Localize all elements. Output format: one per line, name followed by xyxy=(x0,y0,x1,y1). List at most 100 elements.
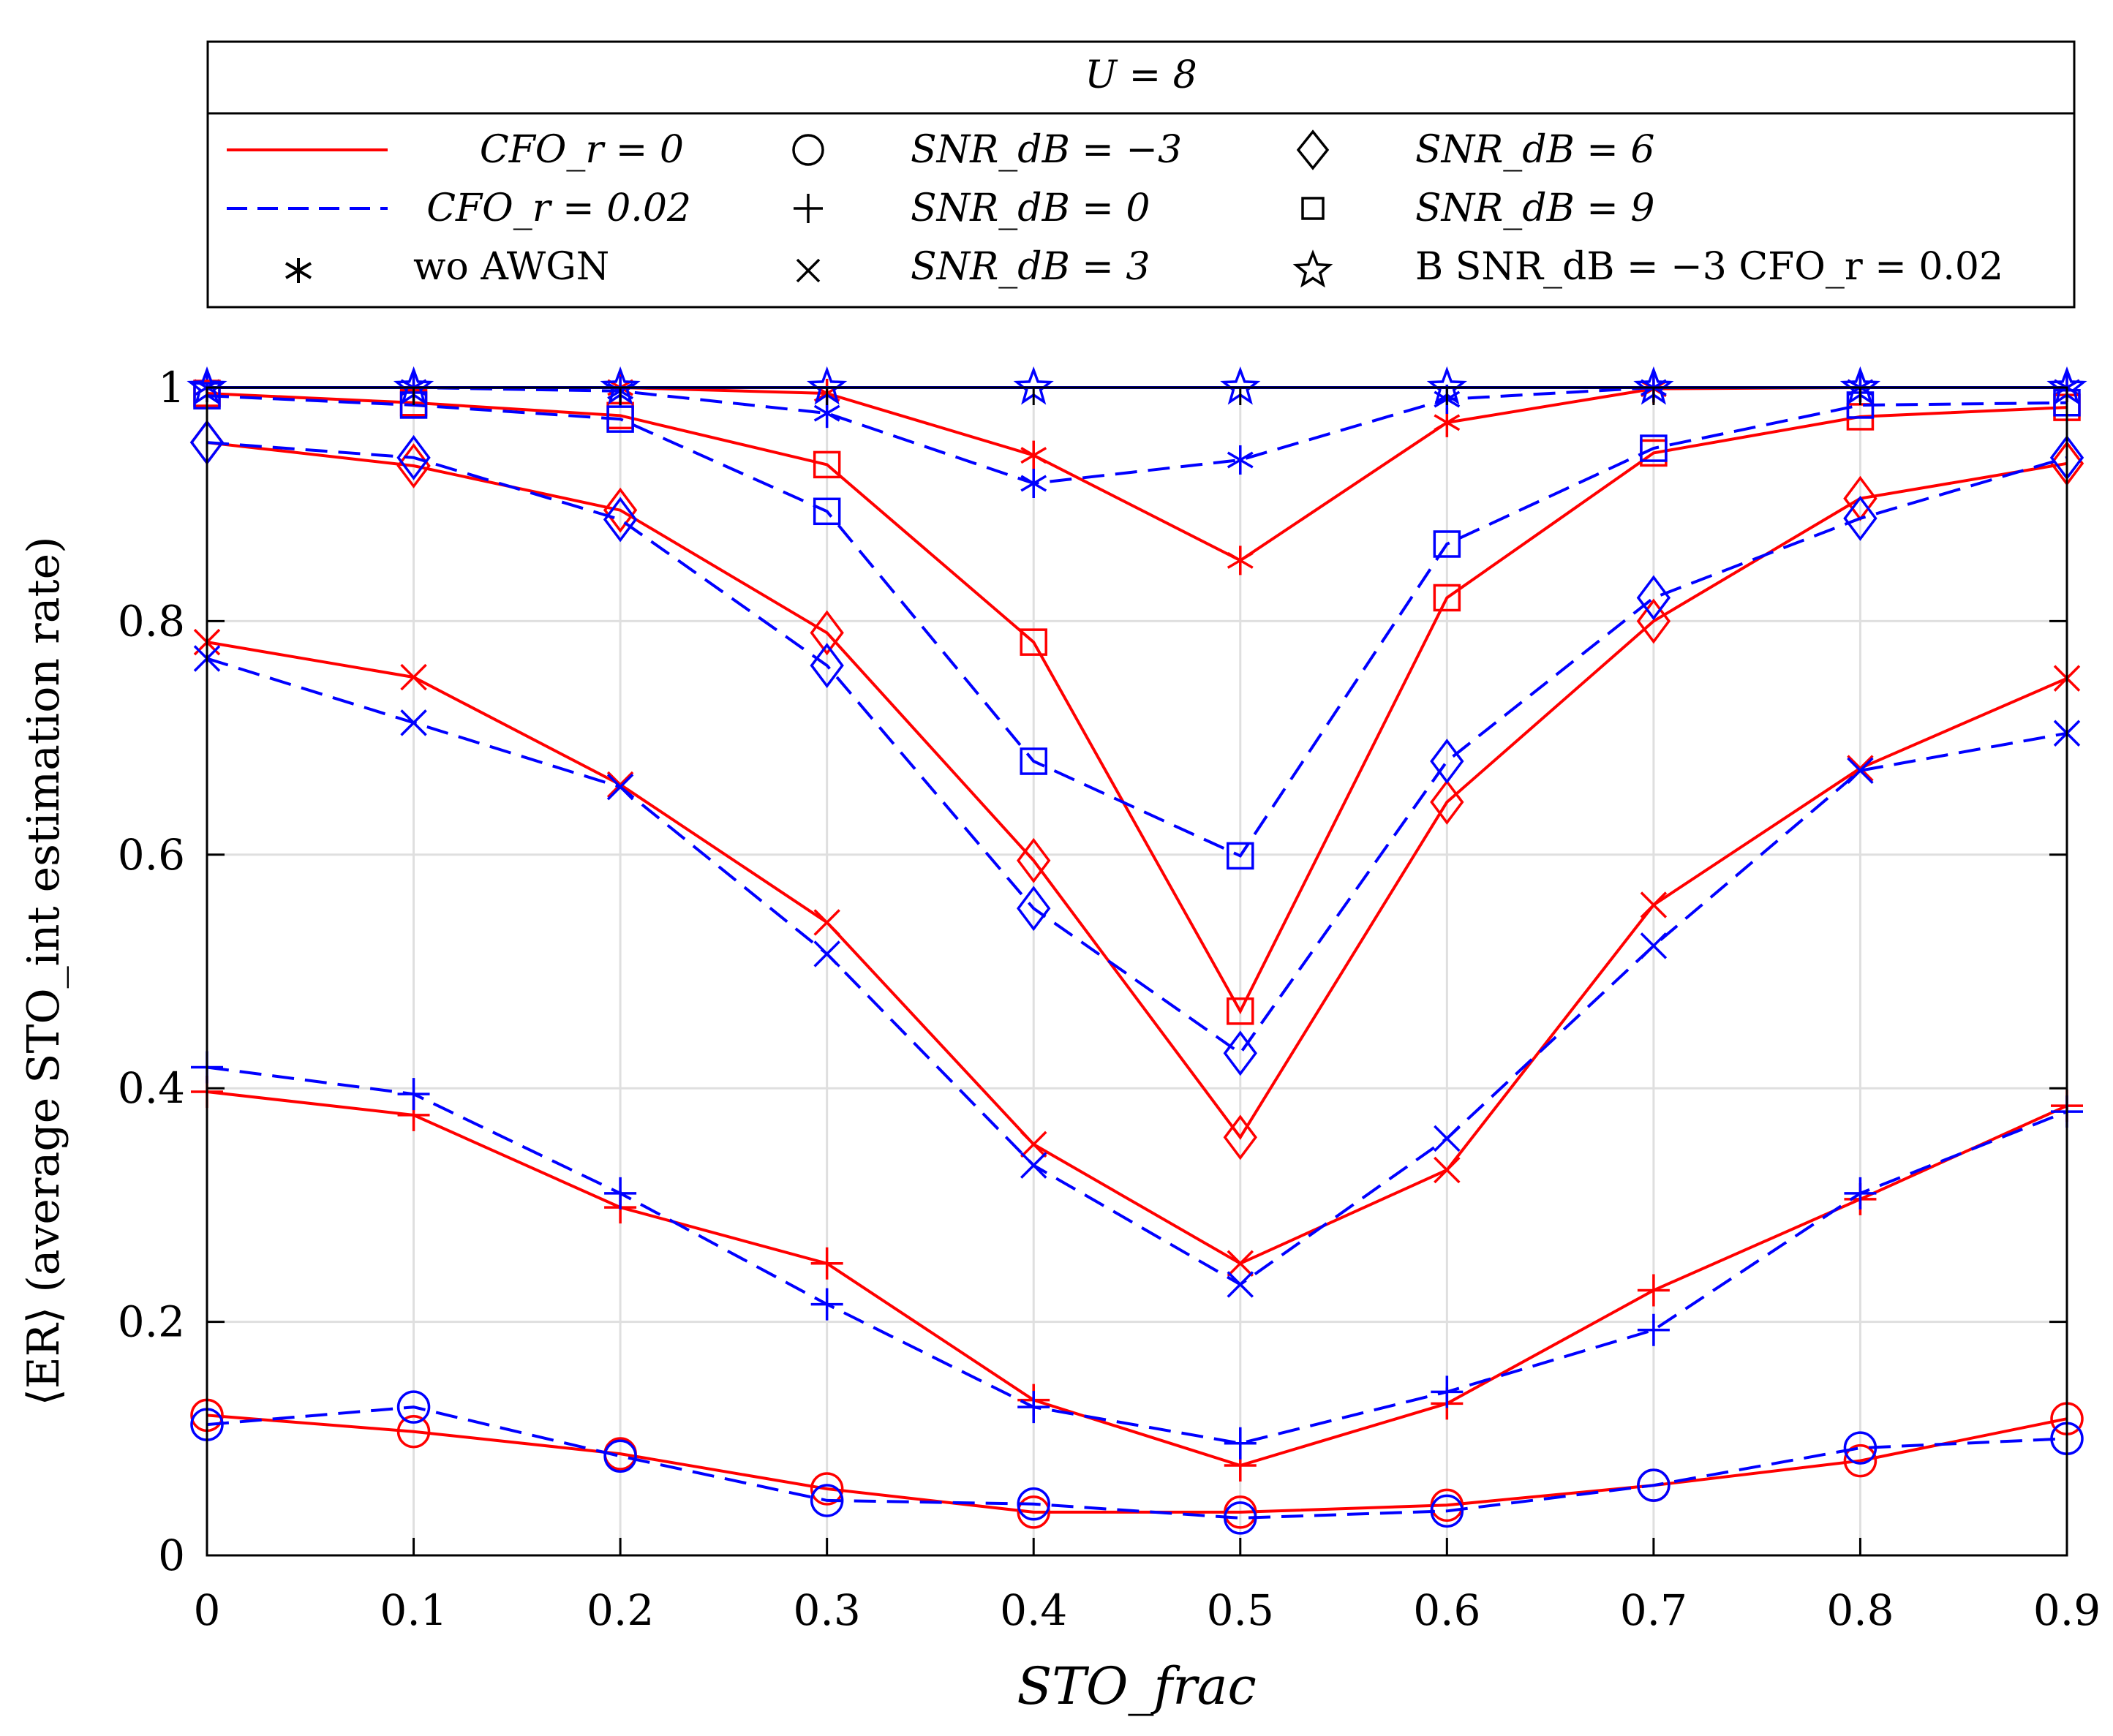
y-tick-label: 1 xyxy=(158,363,185,412)
y-tick-label: 0.2 xyxy=(118,1297,185,1347)
legend-star-marker xyxy=(1292,249,1333,288)
y-tick-labels: 0 0.2 0.4 0.6 0.8 1 xyxy=(118,363,185,1580)
circle-marker xyxy=(810,1472,844,1506)
x-tick-label: 0.7 xyxy=(1620,1585,1687,1635)
square-marker xyxy=(813,450,841,479)
cross-marker xyxy=(813,940,840,967)
square-marker xyxy=(1227,842,1254,870)
circle-marker xyxy=(1224,1501,1257,1535)
cross-marker xyxy=(1227,1250,1254,1277)
x-tick-label: 0.8 xyxy=(1826,1585,1894,1635)
square-marker xyxy=(1020,747,1047,775)
circle-marker xyxy=(1017,1487,1050,1521)
legend-square-marker xyxy=(1301,197,1325,220)
x-tick-label: 0.4 xyxy=(1000,1585,1067,1635)
series xyxy=(193,628,2081,1277)
circle-marker xyxy=(1843,1443,1877,1478)
legend-label-snr-9: SNR_dB = 9 xyxy=(1415,186,1655,230)
diamond-marker xyxy=(1017,886,1051,932)
y-tick-label: 0.4 xyxy=(118,1063,185,1113)
series xyxy=(189,420,2084,1076)
diamond-marker xyxy=(1223,1114,1257,1161)
series-line xyxy=(206,394,2068,858)
axis-ticks xyxy=(206,386,2068,1557)
plus-marker xyxy=(810,1247,843,1280)
diamond-marker xyxy=(1017,837,1051,883)
x-tick-label: 0.5 xyxy=(1207,1585,1274,1635)
diamond-marker xyxy=(1430,739,1464,784)
diamond-marker xyxy=(810,643,844,689)
diamond-marker xyxy=(1430,780,1464,825)
diamond-marker xyxy=(603,487,638,533)
series-line xyxy=(206,392,2068,1015)
cross-marker xyxy=(400,663,427,691)
diamond-marker xyxy=(1223,1030,1257,1076)
circle-marker xyxy=(603,1439,637,1473)
circle-marker xyxy=(1637,1468,1671,1502)
y-tick-label: 0 xyxy=(158,1531,185,1580)
circle-marker xyxy=(810,1484,844,1517)
square-marker xyxy=(1433,584,1461,612)
x-tick-label: 0.9 xyxy=(2033,1585,2101,1635)
cross-marker xyxy=(1640,891,1668,918)
cross-marker xyxy=(1847,757,1874,785)
legend-asterisk-marker xyxy=(285,258,312,283)
y-tick-label: 0.6 xyxy=(118,830,185,880)
asterisk-marker xyxy=(1020,468,1047,498)
plus-marker xyxy=(397,1078,430,1111)
y-tick-label: 0.8 xyxy=(118,596,185,646)
legend-label-snr-0: SNR_dB = 0 xyxy=(911,186,1150,230)
series xyxy=(190,1390,2084,1535)
square-marker xyxy=(606,405,634,433)
asterisk-marker xyxy=(1020,440,1047,470)
cross-marker xyxy=(1640,932,1668,959)
asterisk-marker xyxy=(1227,546,1254,575)
legend-header: U = 8 xyxy=(1085,53,1197,97)
x-tick-label: 0.1 xyxy=(380,1585,447,1635)
y-axis-label: ⟨ER⟩ (average STO_int estimation rate) xyxy=(18,536,69,1405)
diamond-marker xyxy=(1843,495,1877,541)
square-marker xyxy=(1640,434,1668,462)
legend-label-cfo0: CFO_r = 0 xyxy=(480,128,684,172)
legend-label-wo-awgn: wo AWGN xyxy=(413,245,609,289)
plus-marker xyxy=(1637,1313,1670,1346)
diamond-marker xyxy=(810,610,844,656)
series-line xyxy=(206,1065,2068,1445)
legend-label-snr-m3: SNR_dB = −3 xyxy=(911,128,1182,172)
square-marker xyxy=(813,497,841,526)
circle-marker xyxy=(396,1390,431,1424)
diamond-marker xyxy=(396,434,431,480)
x-axis-label: STO_frac xyxy=(1017,1656,1256,1716)
plus-marker xyxy=(1017,1391,1050,1424)
cross-marker xyxy=(1434,1125,1461,1152)
plus-marker xyxy=(1844,1177,1877,1209)
circle-marker xyxy=(1430,1494,1464,1528)
plus-marker xyxy=(1637,1274,1670,1307)
square-marker xyxy=(1433,530,1461,558)
cross-marker xyxy=(813,909,840,936)
plus-marker xyxy=(1431,1375,1464,1408)
legend: U = 8 CFO_r = 0 SNR_dB = −3 SNR_dB = 6 C… xyxy=(206,40,2076,309)
legend-plus-marker xyxy=(794,194,823,223)
x-tick-labels: 0 0.1 0.2 0.3 0.4 0.5 0.6 0.7 0.8 0.9 xyxy=(194,1585,2101,1635)
x-tick-label: 0.2 xyxy=(587,1585,654,1635)
asterisk-marker xyxy=(1227,445,1254,475)
circle-marker xyxy=(396,1414,431,1449)
plot-background xyxy=(207,388,2067,1555)
series-line xyxy=(206,1090,2068,1468)
square-marker xyxy=(1227,997,1254,1025)
legend-label-snr-6: SNR_dB = 6 xyxy=(1415,128,1655,172)
series-line xyxy=(206,441,2068,1056)
plus-marker xyxy=(1224,1427,1257,1460)
cross-marker xyxy=(1434,1156,1461,1184)
cross-marker xyxy=(400,709,427,736)
cross-marker xyxy=(1020,1131,1047,1158)
x-tick-label: 0.6 xyxy=(1413,1585,1480,1635)
legend-box xyxy=(206,40,2076,309)
legend-diamond-marker xyxy=(1296,129,1330,170)
plus-marker xyxy=(604,1177,637,1209)
x-tick-label: 0.3 xyxy=(794,1585,861,1635)
cross-marker xyxy=(606,773,634,801)
square-marker xyxy=(1020,628,1047,656)
series-line xyxy=(207,386,2067,486)
